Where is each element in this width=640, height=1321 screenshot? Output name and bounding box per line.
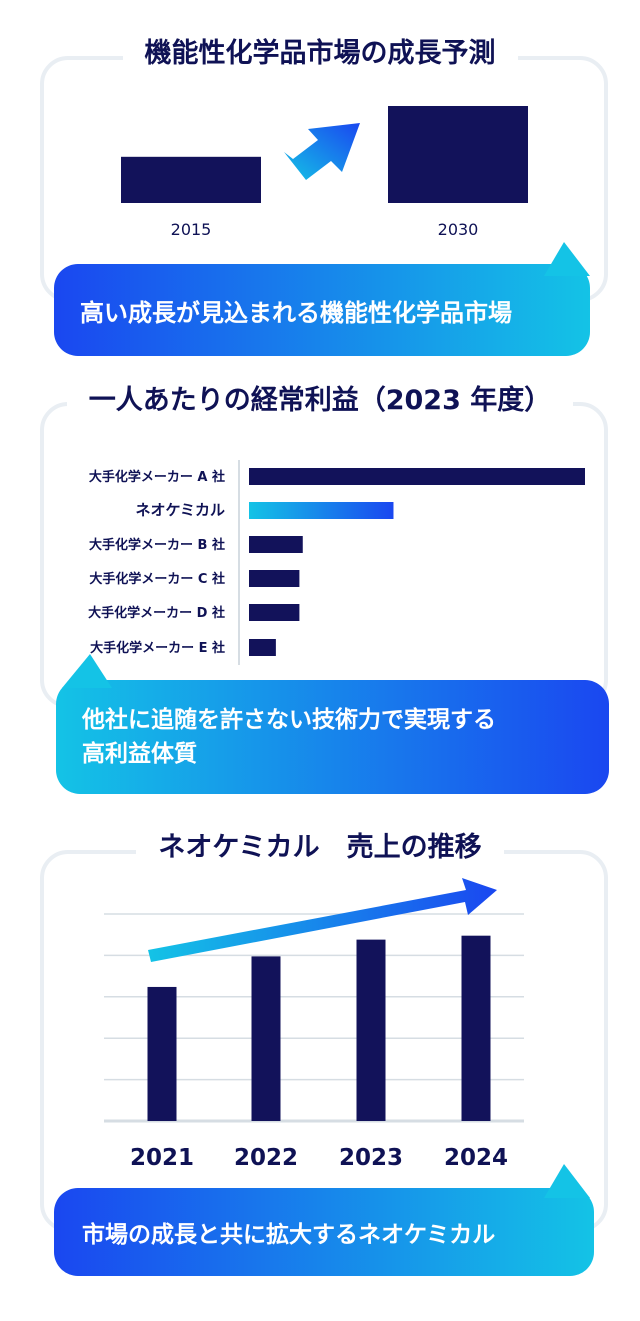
bar-row-0 — [249, 468, 585, 485]
tick-label-2015: 2015 — [171, 220, 212, 239]
tick-label-2030: 2030 — [438, 220, 479, 239]
panel3-callout: 市場の成長と共に拡大するネオケミカル — [54, 1188, 594, 1276]
panel3-callout-tail — [544, 1164, 590, 1198]
bar-2015 — [121, 156, 261, 203]
bar-2023 — [356, 939, 386, 1121]
panel2-callout-tail — [62, 654, 112, 688]
bar-2021 — [147, 986, 177, 1121]
category-label-0: 大手化学メーカー A 社 — [89, 469, 225, 485]
panel2-title: 一人あたりの経常利益（2023 年度） — [0, 385, 640, 416]
bar-row-1 — [249, 502, 394, 519]
bar-2022 — [251, 956, 281, 1121]
chart-market-growth: 2015 2030 — [121, 106, 528, 239]
tick-label-2021: 2021 — [130, 1145, 194, 1171]
bar-2024 — [461, 935, 491, 1121]
bar-row-5 — [249, 639, 276, 656]
growth-arrow-icon — [284, 123, 360, 180]
bar-row-2 — [249, 536, 303, 553]
category-label-4: 大手化学メーカー D 社 — [88, 605, 225, 621]
category-label-5: 大手化学メーカー E 社 — [90, 640, 225, 656]
tick-label-2022: 2022 — [234, 1145, 298, 1171]
tick-label-2024: 2024 — [444, 1145, 508, 1171]
category-label-1: ネオケミカル — [135, 501, 225, 519]
panel1-callout-tail — [544, 242, 590, 276]
tick-label-2023: 2023 — [339, 1145, 403, 1171]
chart-sales: 2021 2022 2023 2024 — [104, 878, 524, 1171]
trend-arrow-icon — [148, 878, 497, 962]
bar-row-3 — [249, 570, 300, 587]
category-label-3: 大手化学メーカー C 社 — [89, 571, 225, 587]
bar-row-4 — [249, 604, 300, 621]
panel3-title: ネオケミカル 売上の推移 — [0, 832, 640, 863]
panel1-callout: 高い成長が見込まれる機能性化学品市場 — [54, 264, 590, 356]
panel2-callout: 他社に追随を許さない技術力で実現する 高利益体質 — [56, 680, 609, 794]
panel1-title: 機能性化学品市場の成長予測 — [0, 38, 640, 69]
category-label-2: 大手化学メーカー B 社 — [89, 537, 225, 553]
bar-2030 — [388, 106, 528, 203]
